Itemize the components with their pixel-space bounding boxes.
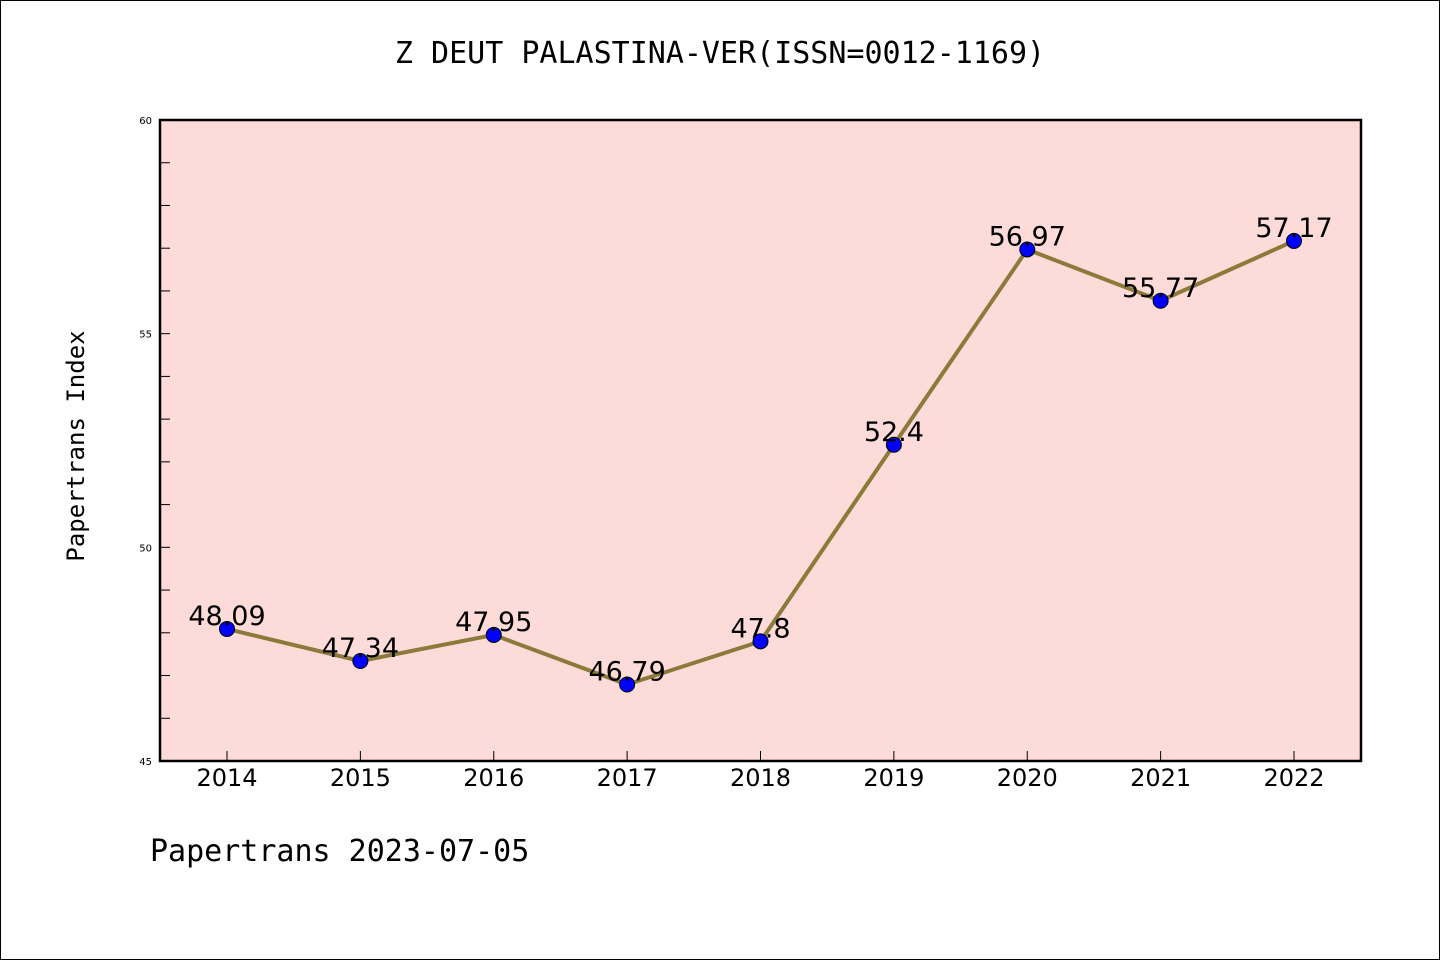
data-label: 57.17 <box>1255 213 1332 244</box>
x-tick-label: 2018 <box>730 764 791 792</box>
data-point <box>1019 241 1036 258</box>
x-tick-label: 2015 <box>330 764 391 792</box>
x-tick-label: 2021 <box>1130 764 1191 792</box>
y-tick-label: 55 <box>139 330 152 341</box>
data-point <box>485 626 502 643</box>
plot-area <box>160 120 1361 761</box>
data-point <box>1152 292 1169 309</box>
data-point <box>885 436 902 453</box>
data-label: 47.8 <box>730 613 790 644</box>
y-tick-label: 50 <box>139 543 152 554</box>
data-label: 56.97 <box>989 221 1066 252</box>
x-tick-label: 2020 <box>997 764 1058 792</box>
data-point <box>219 620 235 637</box>
data-label: 47.34 <box>322 633 399 664</box>
data-label: 52.4 <box>864 417 924 448</box>
x-tick-label: 2022 <box>1263 764 1324 792</box>
y-tick-label: 45 <box>139 757 152 768</box>
data-label: 55.77 <box>1122 273 1199 304</box>
x-tick-label: 2019 <box>863 764 924 792</box>
data-label: 48.09 <box>188 601 265 632</box>
plot-border <box>158 118 1363 763</box>
data-label: 47.95 <box>455 607 532 638</box>
data-point <box>1286 232 1302 249</box>
x-tick-label: 2017 <box>597 764 658 792</box>
footer-text: Papertrans 2023-07-05 <box>150 834 530 869</box>
x-tick-label: 2014 <box>196 764 257 792</box>
data-point <box>619 676 636 693</box>
x-tick-label: 2016 <box>463 764 524 792</box>
data-point <box>752 633 769 650</box>
y-tick-label: 60 <box>139 116 152 127</box>
data-label: 46.79 <box>588 657 665 688</box>
data-point <box>352 653 369 670</box>
chart-title: Z DEUT PALASTINA-VER(ISSN=0012-1169) <box>394 36 1046 71</box>
